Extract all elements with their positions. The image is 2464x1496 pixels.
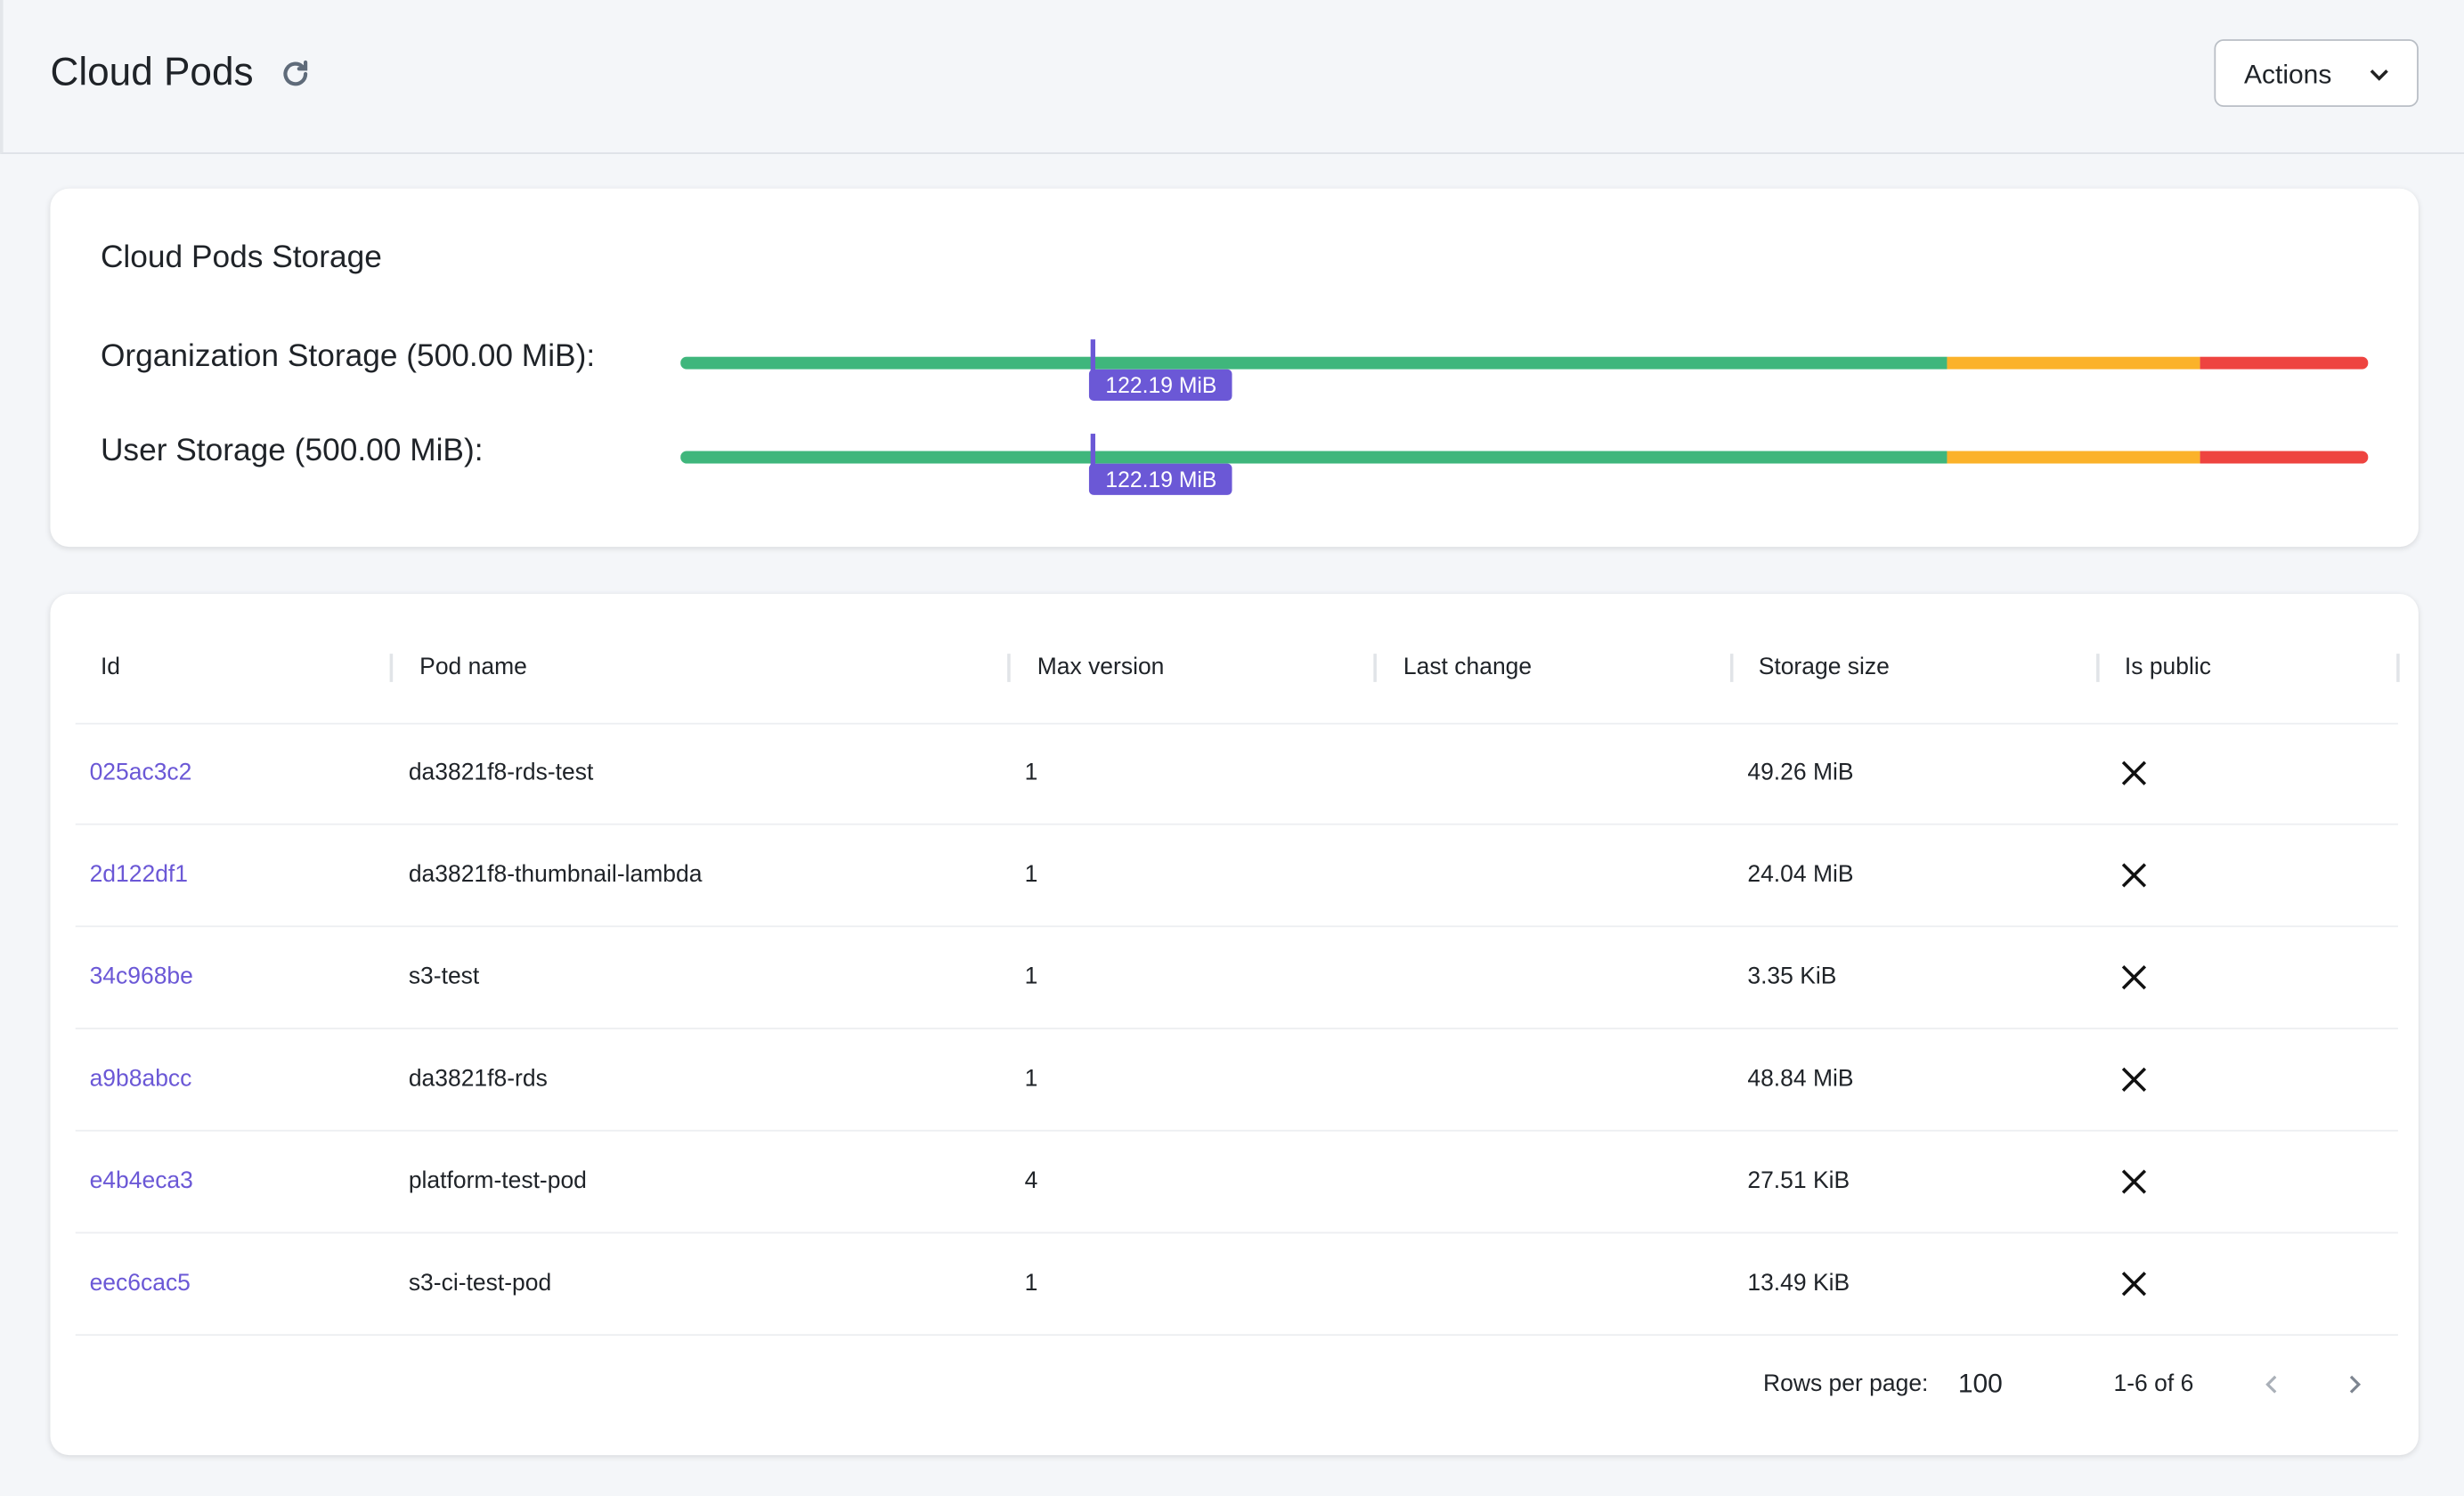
pod-name: platform-test-pod	[408, 1167, 587, 1195]
actions-label: Actions	[2243, 60, 2332, 90]
max-version: 1	[1024, 759, 1038, 786]
not-public-icon	[2121, 760, 2147, 785]
page-title: Cloud Pods	[50, 50, 254, 94]
chevron-down	[2370, 69, 2388, 81]
usage-label: 122.19 MiB	[1089, 463, 1233, 495]
usage-marker	[1090, 339, 1095, 374]
column-header: Is public	[2124, 654, 2211, 681]
max-version: 1	[1024, 963, 1038, 990]
bar-zone	[680, 356, 1947, 370]
pod-name: s3-ci-test-pod	[408, 1269, 552, 1297]
column-separator	[2096, 654, 2100, 682]
not-public-icon	[2121, 1067, 2147, 1092]
column-header: Last change	[1403, 654, 1533, 681]
storage-size: 24.04 MiB	[1747, 861, 1854, 889]
page-range: 1-6 of 6	[2113, 1370, 2194, 1397]
bar-zone	[1946, 356, 2200, 370]
bar-zone	[680, 451, 1947, 464]
usage-label: 122.19 MiB	[1089, 369, 1233, 401]
storage-bar	[680, 356, 2369, 370]
storage-size: 48.84 MiB	[1747, 1065, 1854, 1093]
max-version: 1	[1024, 1065, 1038, 1093]
column-separator	[2396, 654, 2400, 682]
pod-id-link[interactable]: 2d122df1	[89, 861, 189, 889]
column-header: Pod name	[419, 654, 527, 681]
storage-title: Cloud Pods Storage	[100, 240, 382, 275]
not-public-icon	[2121, 965, 2147, 990]
storage-size: 27.51 KiB	[1747, 1167, 1850, 1195]
bar-zone	[2199, 451, 2369, 464]
column-separator	[389, 654, 394, 682]
column-header: Max version	[1037, 654, 1165, 681]
pod-name: da3821f8-rds	[408, 1065, 548, 1093]
pod-id-link[interactable]: 025ac3c2	[89, 759, 192, 786]
row-divider	[75, 1232, 2398, 1234]
storage-size: 13.49 KiB	[1747, 1269, 1850, 1297]
column-separator	[1729, 654, 1734, 682]
column-header: Id	[100, 654, 121, 681]
pod-id-link[interactable]: e4b4eca3	[89, 1167, 193, 1195]
storage-bar	[680, 451, 2369, 464]
table-card	[50, 594, 2419, 1456]
pod-name: da3821f8-thumbnail-lambda	[408, 861, 703, 889]
storage-label: Organization Storage (500.00 MiB):	[100, 339, 596, 374]
max-version: 4	[1024, 1167, 1038, 1195]
refresh-icon[interactable]	[278, 57, 313, 92]
not-public-icon	[2121, 863, 2147, 888]
rows-per-page-label: Rows per page:	[1762, 1370, 1929, 1397]
bar-zone	[1946, 451, 2200, 464]
pod-name: da3821f8-rds-test	[408, 759, 594, 786]
max-version: 1	[1024, 1269, 1038, 1297]
not-public-icon	[2121, 1169, 2147, 1194]
row-divider	[75, 1028, 2398, 1029]
row-divider	[75, 1129, 2398, 1132]
pod-id-link[interactable]: 34c968be	[89, 963, 193, 990]
row-divider	[75, 1334, 2398, 1336]
prev-page[interactable]	[2260, 1372, 2285, 1397]
next-page[interactable]	[2341, 1372, 2366, 1397]
row-divider	[75, 925, 2398, 928]
storage-size: 49.26 MiB	[1747, 759, 1854, 786]
max-version: 1	[1024, 861, 1038, 889]
row-divider	[75, 722, 2398, 725]
pod-id-link[interactable]: eec6cac5	[89, 1269, 191, 1297]
storage-label: User Storage (500.00 MiB):	[100, 434, 484, 468]
actions-button[interactable]: Actions	[2214, 39, 2419, 107]
pod-id-link[interactable]: a9b8abcc	[89, 1065, 192, 1093]
usage-marker	[1090, 434, 1095, 468]
column-separator	[1373, 654, 1377, 682]
rows-per-page-select[interactable]: 100	[1957, 1369, 2003, 1399]
column-header: Storage size	[1758, 654, 1890, 681]
header: Cloud Pods Actions	[0, 0, 2464, 154]
pod-name: s3-test	[408, 963, 480, 990]
bar-zone	[2199, 356, 2369, 370]
storage-size: 3.35 KiB	[1747, 963, 1837, 990]
row-divider	[75, 823, 2398, 825]
column-separator	[1007, 654, 1011, 682]
not-public-icon	[2121, 1272, 2147, 1297]
